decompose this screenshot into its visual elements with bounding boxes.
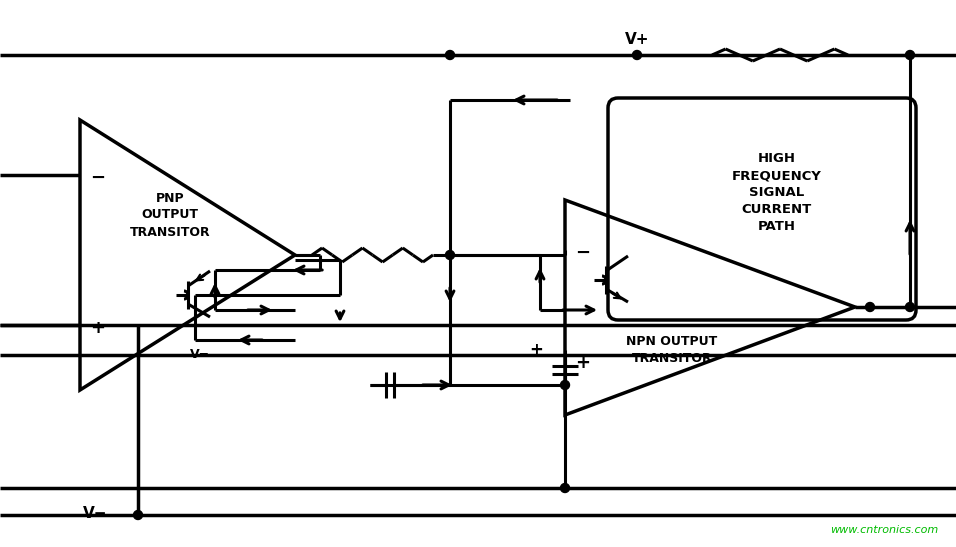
Text: +: + [575, 354, 590, 372]
Circle shape [905, 50, 915, 60]
Text: +: + [529, 341, 543, 359]
Circle shape [560, 381, 570, 389]
Text: −: − [90, 169, 105, 187]
Text: V−: V− [83, 506, 107, 521]
Circle shape [445, 50, 454, 60]
Circle shape [445, 251, 454, 259]
Text: www.cntronics.com: www.cntronics.com [830, 525, 938, 535]
Text: V−: V− [190, 348, 210, 362]
Circle shape [633, 50, 641, 60]
Circle shape [865, 302, 875, 311]
Text: −: − [575, 244, 590, 262]
Text: V+: V+ [625, 32, 649, 47]
Circle shape [134, 510, 142, 520]
Text: +: + [90, 319, 105, 337]
Text: HIGH
FREQUENCY
SIGNAL
CURRENT
PATH: HIGH FREQUENCY SIGNAL CURRENT PATH [731, 153, 821, 234]
Circle shape [905, 302, 915, 311]
Text: NPN OUTPUT
TRANSITOR: NPN OUTPUT TRANSITOR [626, 335, 718, 365]
Circle shape [560, 484, 570, 492]
Text: PNP
OUTPUT
TRANSITOR: PNP OUTPUT TRANSITOR [130, 191, 210, 238]
